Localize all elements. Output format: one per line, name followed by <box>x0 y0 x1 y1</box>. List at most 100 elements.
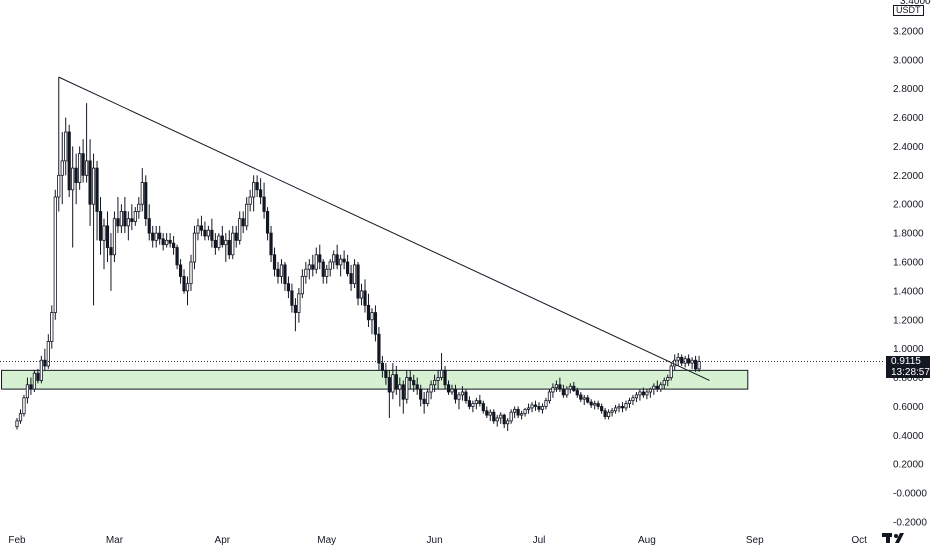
candle-body <box>607 411 611 417</box>
candle-body <box>537 406 541 410</box>
candle <box>627 397 632 408</box>
candle-body <box>509 411 513 422</box>
candle <box>589 399 593 408</box>
candle <box>561 384 565 398</box>
candle-body <box>265 211 270 234</box>
candle <box>495 415 499 427</box>
candle <box>478 394 482 407</box>
candle <box>363 279 367 313</box>
x-axis[interactable]: Feb Mar Apr May Jun Jul Aug Sep Oct <box>8 535 867 546</box>
candle-body <box>655 385 659 390</box>
candle-body <box>71 167 75 191</box>
candle <box>485 406 489 418</box>
y-tick-label: 3.0000 <box>893 55 924 66</box>
candle <box>199 215 204 236</box>
candle <box>648 387 652 398</box>
candle-body <box>492 411 496 422</box>
candle <box>537 402 541 413</box>
candle-body <box>610 410 614 413</box>
candle-body <box>523 408 527 415</box>
candle-body <box>85 160 89 176</box>
candle <box>325 264 329 284</box>
candle-body <box>32 372 37 390</box>
candle <box>64 117 68 176</box>
candle <box>314 247 318 274</box>
candle <box>603 407 607 420</box>
candle-body <box>178 264 183 277</box>
candle-body <box>572 385 576 391</box>
candle <box>526 403 531 414</box>
candle-body <box>648 388 652 393</box>
candle-body <box>307 264 311 270</box>
candle <box>217 233 221 251</box>
candle <box>391 363 395 400</box>
candle <box>384 363 388 385</box>
candle-body <box>119 211 123 227</box>
support-zone[interactable] <box>1 369 749 390</box>
candle-body <box>398 384 402 390</box>
candle-body <box>443 369 447 386</box>
candle <box>697 355 701 372</box>
candle <box>520 410 524 420</box>
x-tick-label: Feb <box>8 535 26 546</box>
candle-body <box>589 401 593 406</box>
candle-body <box>520 413 524 416</box>
candle-body <box>432 380 437 386</box>
descending-trendline[interactable] <box>58 76 710 381</box>
candle-body <box>634 394 639 399</box>
candle <box>547 389 552 404</box>
candle-body <box>332 254 336 263</box>
candle <box>582 394 586 405</box>
candle-body <box>436 377 440 381</box>
candle <box>255 175 259 197</box>
candle-body <box>43 359 47 367</box>
candle-body <box>147 218 151 234</box>
candle <box>98 197 103 255</box>
candle-body <box>401 384 405 400</box>
candle <box>558 377 562 392</box>
candle <box>213 233 217 255</box>
candle-body <box>370 312 374 321</box>
candle-body <box>600 406 604 412</box>
candle-body <box>165 239 169 246</box>
candle <box>265 207 270 241</box>
candle-body <box>199 225 204 231</box>
candle <box>506 418 510 431</box>
candle-body <box>137 203 141 212</box>
candle <box>352 259 357 288</box>
candle-body <box>109 247 113 256</box>
candle-body <box>272 254 277 270</box>
candle <box>565 386 569 398</box>
candle-body <box>144 182 148 220</box>
candle <box>467 396 472 410</box>
candle-body <box>203 229 207 237</box>
candle <box>474 397 478 410</box>
candle <box>25 377 30 404</box>
candle-body <box>467 400 472 407</box>
y-axis[interactable]: 3.2000 3.0000 2.8000 2.6000 2.4000 2.2000 2.00… <box>893 0 931 529</box>
candle <box>95 160 99 241</box>
candle-body <box>349 273 353 285</box>
candle-body <box>102 225 106 241</box>
candle <box>426 389 430 407</box>
candle <box>196 218 200 241</box>
candle <box>620 402 625 413</box>
candle-body <box>359 290 364 299</box>
candle-body <box>488 411 492 416</box>
candle-body <box>662 380 666 386</box>
candle-body <box>245 203 249 227</box>
candle-body <box>363 290 367 306</box>
tradingview-logo-icon[interactable] <box>880 531 910 545</box>
candle-body <box>231 232 235 256</box>
candle-body <box>151 232 155 241</box>
candle <box>634 392 639 403</box>
candle <box>652 383 656 395</box>
candle <box>568 383 572 394</box>
candle-body <box>457 394 461 400</box>
candle <box>220 225 224 248</box>
candle-body <box>405 377 409 400</box>
candle <box>377 327 381 371</box>
candle-body <box>311 264 315 270</box>
